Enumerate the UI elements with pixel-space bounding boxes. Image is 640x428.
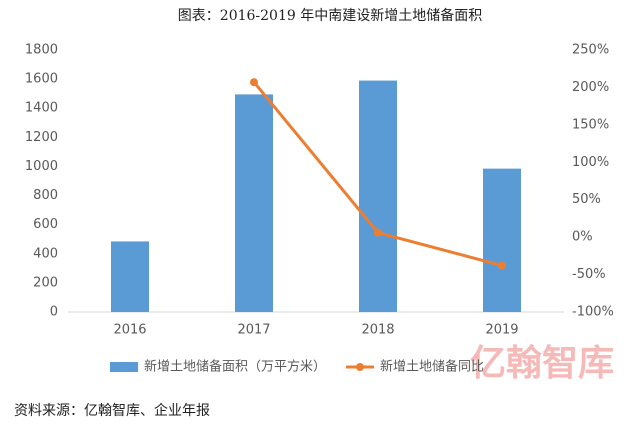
y2-tick-label: -50% (572, 267, 606, 282)
y-tick-label: 200 (33, 275, 58, 290)
bar (111, 241, 149, 312)
x-tick-label: 2017 (237, 323, 270, 338)
y-tick-label: 800 (33, 188, 58, 203)
y2-tick-label: 0% (572, 230, 593, 245)
y-tick-label: 0 (50, 305, 58, 320)
bar (359, 80, 397, 312)
y-tick-label: 600 (33, 217, 58, 232)
x-tick-label: 2019 (485, 323, 518, 338)
y-tick-label: 1200 (25, 130, 58, 145)
bar (235, 94, 273, 313)
y-tick-label: 400 (33, 246, 58, 261)
source: 资料来源：亿翰智库、企业年报 (14, 402, 210, 419)
y-tick-label: 1400 (25, 101, 58, 116)
legend-swatch (356, 363, 365, 371)
y2-tick-label: -100% (572, 305, 614, 320)
bar (483, 168, 521, 312)
y2-tick-label: 150% (572, 117, 609, 132)
legend-label: 新增土地储备面积（万平方米） (144, 359, 326, 375)
chart-title: 图表：2016-2019 年中南建设新增土地储备面积 (178, 7, 482, 24)
watermark: 亿翰智库 (470, 343, 614, 384)
point (250, 78, 258, 87)
legend-label: 新增土地储备同比 (380, 359, 484, 375)
point (374, 228, 382, 237)
y2-tick-label: 100% (572, 155, 609, 170)
y2-tick-label: 200% (572, 80, 609, 95)
x-tick-label: 2016 (113, 323, 146, 338)
legend-swatch (110, 362, 138, 372)
y2-tick-label: 50% (572, 192, 601, 207)
y2-tick-label: 250% (572, 43, 609, 58)
y-tick-label: 1000 (25, 159, 58, 174)
y-tick-label: 1800 (25, 43, 58, 58)
x-tick-label: 2018 (361, 323, 394, 338)
y-tick-label: 1600 (25, 72, 58, 87)
point (498, 261, 506, 270)
